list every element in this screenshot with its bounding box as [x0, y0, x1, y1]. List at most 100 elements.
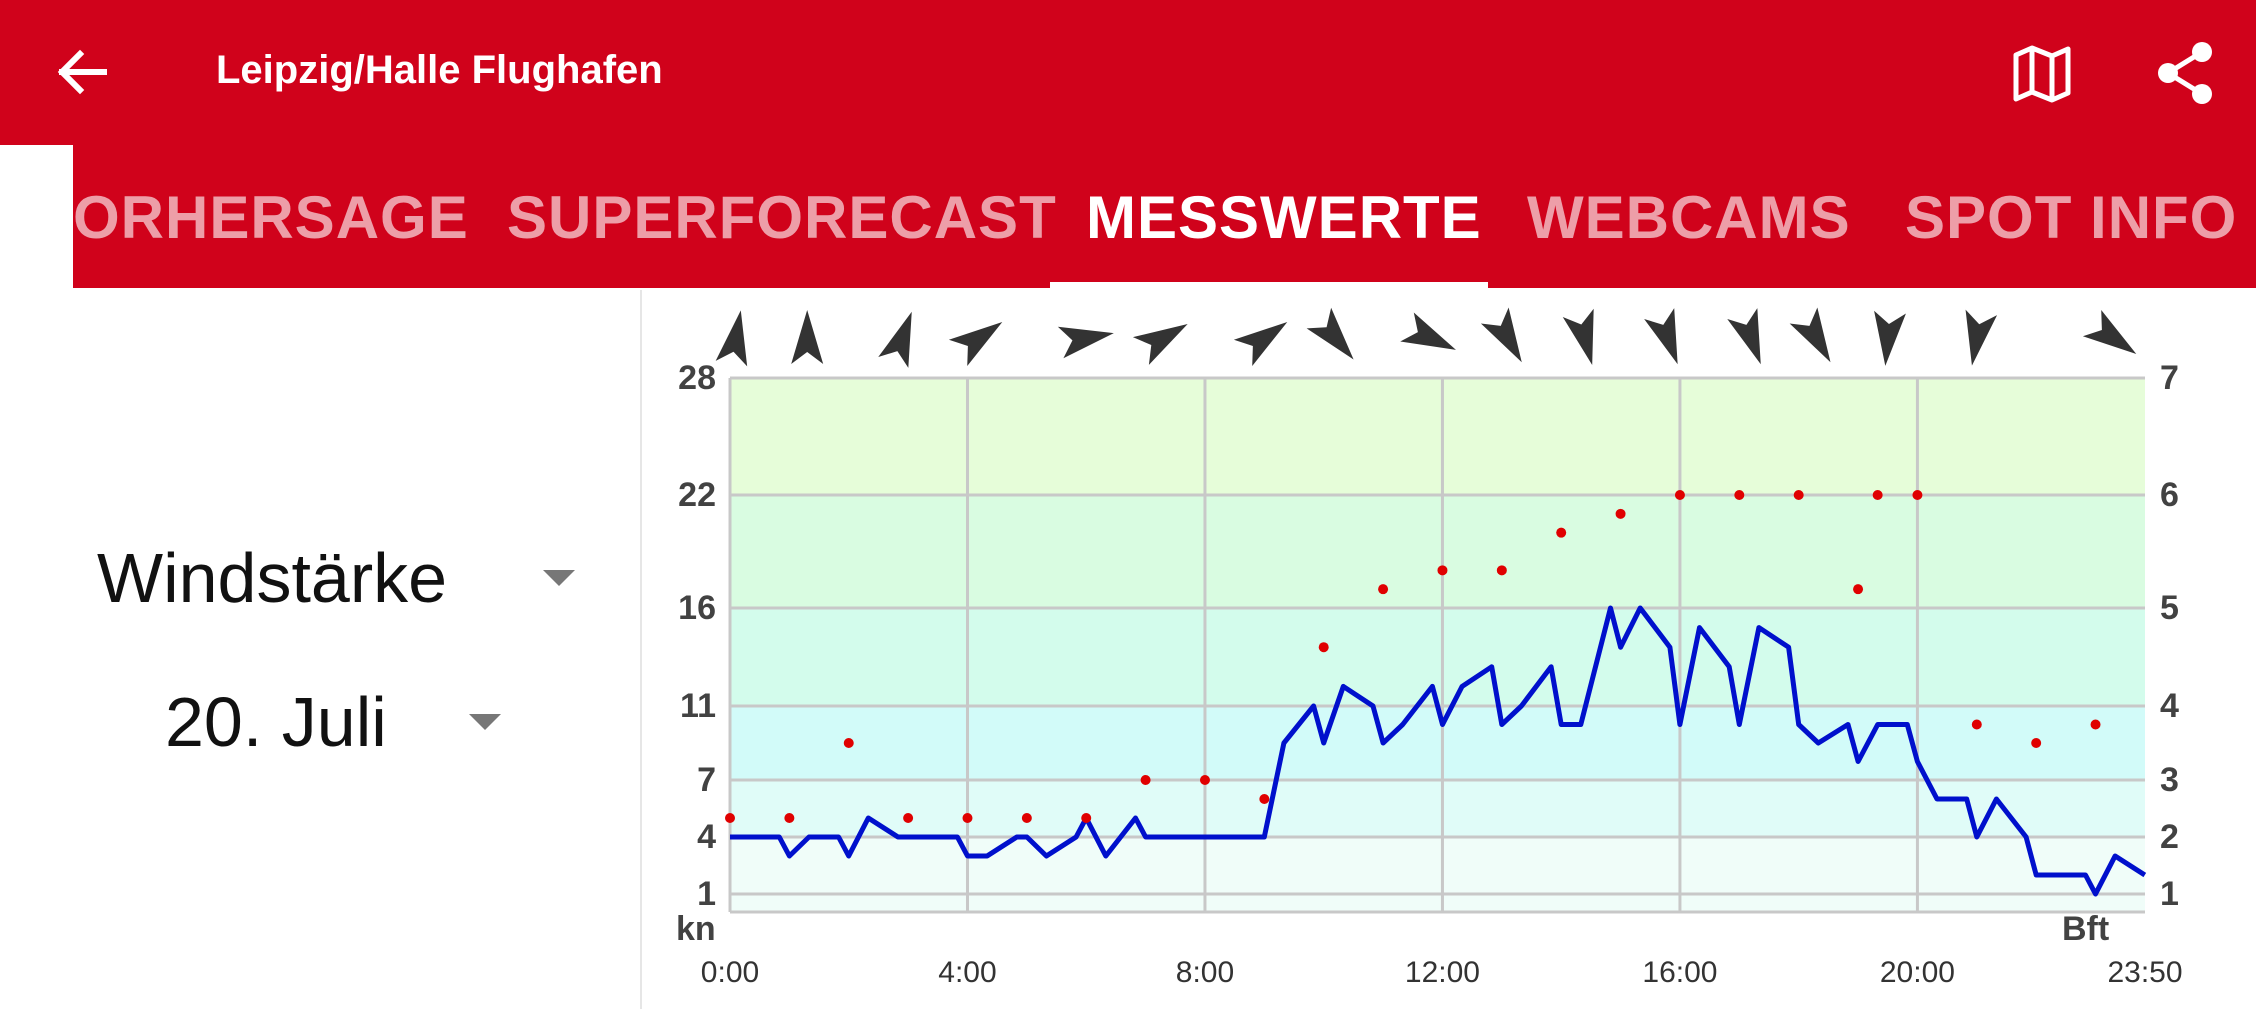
x-tick-label: 8:00: [1176, 956, 1234, 989]
map-icon: [2013, 45, 2071, 103]
right-tick-label: 1: [2160, 875, 2179, 913]
tab-messwerte[interactable]: MESSWERTE: [1086, 184, 1482, 251]
wind-speed-line: [730, 605, 2147, 897]
measure-dropdown[interactable]: Windstärke: [97, 538, 576, 618]
wind-arrow-shape: [791, 310, 824, 364]
date-dropdown[interactable]: 20. Juli: [165, 682, 501, 762]
gust-point: [1081, 813, 1092, 823]
wind-direction-arrows: [715, 307, 2137, 368]
chart-band: [730, 495, 2145, 608]
gust-point: [2031, 738, 2042, 748]
active-tab-indicator: [1050, 282, 1488, 290]
gust-point: [1378, 584, 1389, 595]
right-tick-label: 7: [2160, 359, 2179, 397]
wind-arrow-shape: [1644, 308, 1678, 365]
gust-point: [843, 738, 854, 748]
gust-point: [1734, 490, 1745, 500]
app-bar: Leipzig/Halle Flughafen: [0, 0, 2256, 145]
x-tick-label: 23:50: [2107, 956, 2182, 989]
wind-arrow-shape: [1057, 326, 1114, 359]
wind-arrow: [2082, 309, 2137, 355]
share-icon: [2158, 42, 2212, 104]
panel-divider: [640, 290, 642, 1009]
left-tick-label: 1: [697, 875, 716, 913]
wind-arrow: [1233, 321, 1288, 367]
tab-spot-info[interactable]: SPOT INFO: [1905, 184, 2238, 251]
chart-series: [725, 490, 2147, 897]
gust-point: [1912, 490, 1923, 500]
tab-superforecast[interactable]: SUPERFORECAST: [507, 184, 1057, 251]
gust-point: [1259, 794, 1270, 804]
share-button[interactable]: [2154, 38, 2218, 108]
chart-bands: [730, 378, 2145, 912]
gust-point: [1318, 642, 1329, 653]
left-tick-label: 11: [680, 687, 716, 725]
wind-arrow-shape: [2082, 309, 2137, 355]
wind-arrow-shape: [1874, 310, 1906, 366]
gust-point: [1199, 775, 1210, 785]
wind-arrow: [1400, 312, 1456, 350]
wind-arrow-shape: [1400, 312, 1456, 350]
wind-arrow-shape: [1233, 321, 1288, 367]
wind-arrow: [1562, 308, 1594, 366]
x-axis: 0:00 4:00 8:00 12:00 16:00 20:00 23:50: [701, 956, 2183, 989]
left-tick-label: 28: [678, 359, 716, 397]
chart-grid: [728, 376, 2145, 914]
right-tick-label: 3: [2160, 761, 2179, 799]
wind-arrow: [1644, 308, 1678, 365]
gust-point: [1437, 565, 1448, 576]
back-arrow-icon: [57, 49, 107, 95]
wind-arrow-shape: [1727, 308, 1761, 365]
wind-arrow: [791, 310, 824, 364]
x-tick-label: 12:00: [1405, 956, 1480, 989]
left-tick-label: 4: [697, 818, 716, 856]
wind-arrow: [1132, 324, 1188, 365]
gust-point: [1556, 527, 1567, 538]
gust-point: [1021, 813, 1032, 823]
wind-arrow: [878, 311, 912, 368]
wind-arrow: [1965, 309, 1998, 366]
page-title: Leipzig/Halle Flughafen: [216, 48, 663, 92]
chart-band: [730, 780, 2145, 837]
chart-band: [730, 706, 2145, 780]
wind-arrow-shape: [878, 311, 912, 368]
right-axis: 1 2 3 4 5 6 7: [2160, 359, 2179, 913]
wind-arrow-shape: [1965, 309, 1998, 366]
gust-point: [1872, 490, 1883, 500]
wind-arrow: [1874, 310, 1906, 366]
gust-point: [2090, 719, 2101, 730]
wind-arrow-shape: [1789, 307, 1831, 363]
chevron-down-icon: [468, 714, 501, 730]
chart-band: [730, 608, 2145, 706]
gust-point: [1496, 565, 1507, 576]
x-tick-label: 16:00: [1642, 956, 1717, 989]
map-button[interactable]: [2010, 40, 2074, 108]
left-tick-label: 7: [697, 761, 716, 799]
wind-arrow-shape: [1562, 308, 1594, 366]
wind-arrow-shape: [1306, 307, 1354, 360]
left-tick-label: 16: [678, 589, 716, 627]
wind-arrow-shape: [1480, 307, 1522, 363]
chart-band: [730, 837, 2145, 912]
right-tick-label: 4: [2160, 687, 2179, 725]
tab-webcams[interactable]: WEBCAMS: [1527, 184, 1851, 251]
wind-arrow: [715, 310, 748, 367]
right-tick-label: 6: [2160, 476, 2179, 514]
left-axis-unit: kn: [676, 910, 716, 948]
wind-arrow: [1306, 307, 1354, 360]
gust-point: [1853, 584, 1864, 595]
wind-arrow-shape: [1132, 324, 1188, 365]
tab-vorhersage[interactable]: ORHERSAGE: [73, 184, 469, 251]
right-axis-unit: Bft: [2062, 910, 2109, 948]
chevron-down-icon: [543, 570, 576, 586]
gust-point: [903, 813, 914, 823]
wind-arrow-shape: [715, 310, 748, 367]
chart-band: [730, 378, 2145, 495]
wind-arrow: [1727, 308, 1761, 365]
wind-chart: 1 4 7 11 16 22 28 1 2 3 4 5 6 7 0:00 4:00 8:00 12:00 16:…: [676, 307, 2183, 989]
back-button[interactable]: [50, 40, 114, 104]
gust-point: [962, 813, 973, 823]
wind-arrow-shape: [948, 321, 1003, 367]
x-tick-label: 20:00: [1880, 956, 1955, 989]
gust-point: [1615, 508, 1626, 519]
